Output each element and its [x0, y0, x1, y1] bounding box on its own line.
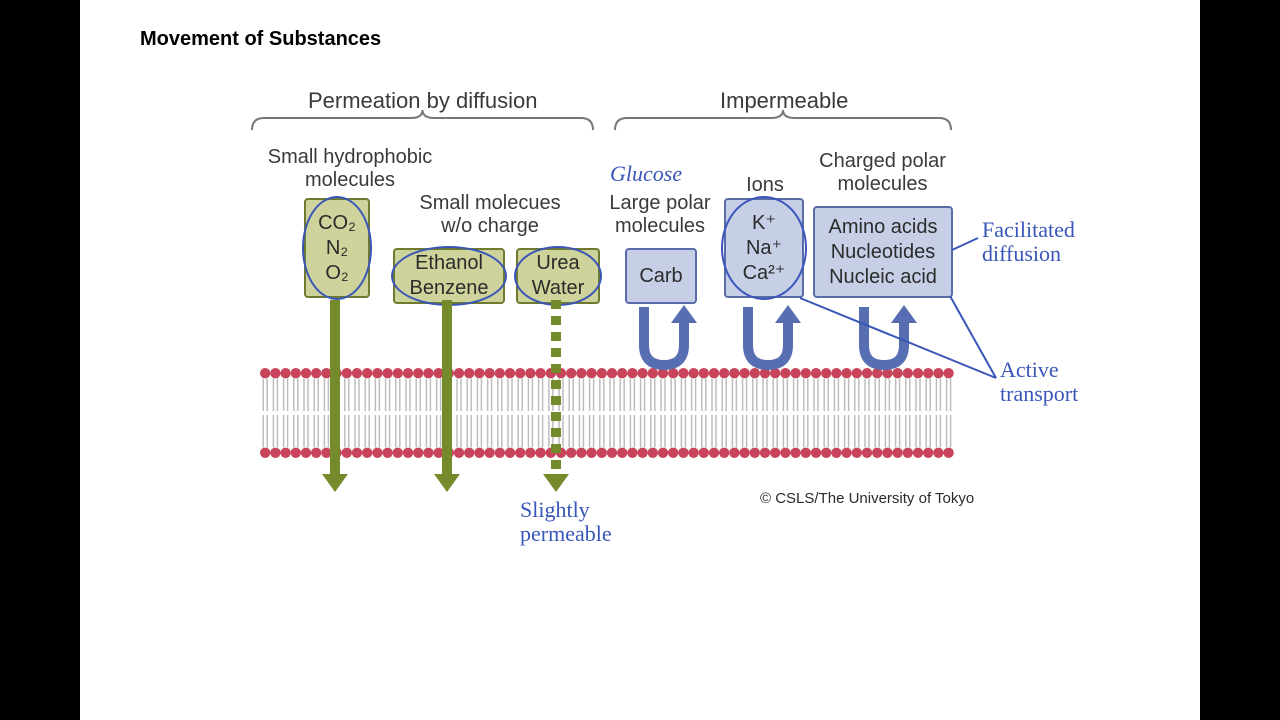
page: Movement of Substances Permeation by dif… [80, 0, 1200, 720]
hand-glucose: Glucose [610, 162, 682, 186]
hand-active: Active transport [1000, 358, 1078, 406]
hand-facilitated: Facilitated diffusion [982, 218, 1075, 266]
credit-text: © CSLS/The University of Tokyo [760, 490, 974, 507]
hand-slightly: Slightly permeable [520, 498, 612, 546]
